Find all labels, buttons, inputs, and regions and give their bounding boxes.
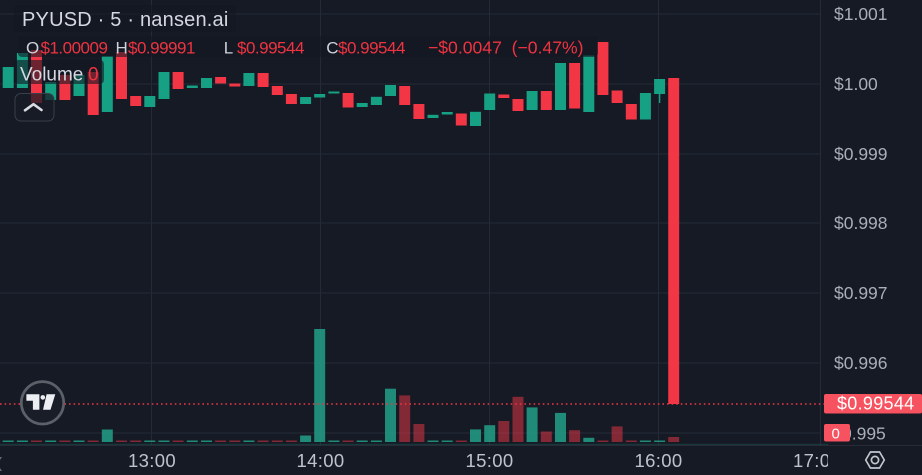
svg-text:13:00: 13:00 <box>128 450 176 471</box>
svg-text:$0.99544: $0.99544 <box>237 39 304 58</box>
svg-text:$0.996: $0.996 <box>834 353 888 373</box>
svg-text:$1.00: $1.00 <box>834 74 878 94</box>
svg-text:$0.99544: $0.99544 <box>338 39 405 58</box>
svg-text:0.995: 0.995 <box>842 424 886 444</box>
svg-text:16:00: 16:00 <box>634 450 682 471</box>
svg-text:15:00: 15:00 <box>465 450 513 471</box>
svg-text:(: ( <box>0 455 2 472</box>
svg-text:O: O <box>26 39 39 58</box>
svg-text:C: C <box>326 39 338 58</box>
svg-text:$0.998: $0.998 <box>834 213 888 233</box>
svg-text:$0.99544: $0.99544 <box>837 394 914 414</box>
svg-text:0: 0 <box>832 426 840 443</box>
svg-text:14:00: 14:00 <box>296 450 344 471</box>
svg-text:$1.00009: $1.00009 <box>41 39 108 58</box>
svg-text:17:00: 17:00 <box>793 450 841 471</box>
svg-text:Volume: Volume <box>20 65 83 86</box>
svg-text:H: H <box>116 39 128 58</box>
svg-text:PYUSD · 5 · nansen.ai: PYUSD · 5 · nansen.ai <box>22 9 229 31</box>
svg-text:$0.99991: $0.99991 <box>128 39 195 58</box>
svg-text:0: 0 <box>88 65 99 86</box>
svg-text:−$0.0047 (−0.47%): −$0.0047 (−0.47%) <box>428 38 584 58</box>
svg-text:$1.001: $1.001 <box>834 4 888 24</box>
svg-text:$0.999: $0.999 <box>834 144 888 164</box>
svg-text:L: L <box>224 39 233 58</box>
svg-text:$0.997: $0.997 <box>834 283 888 303</box>
